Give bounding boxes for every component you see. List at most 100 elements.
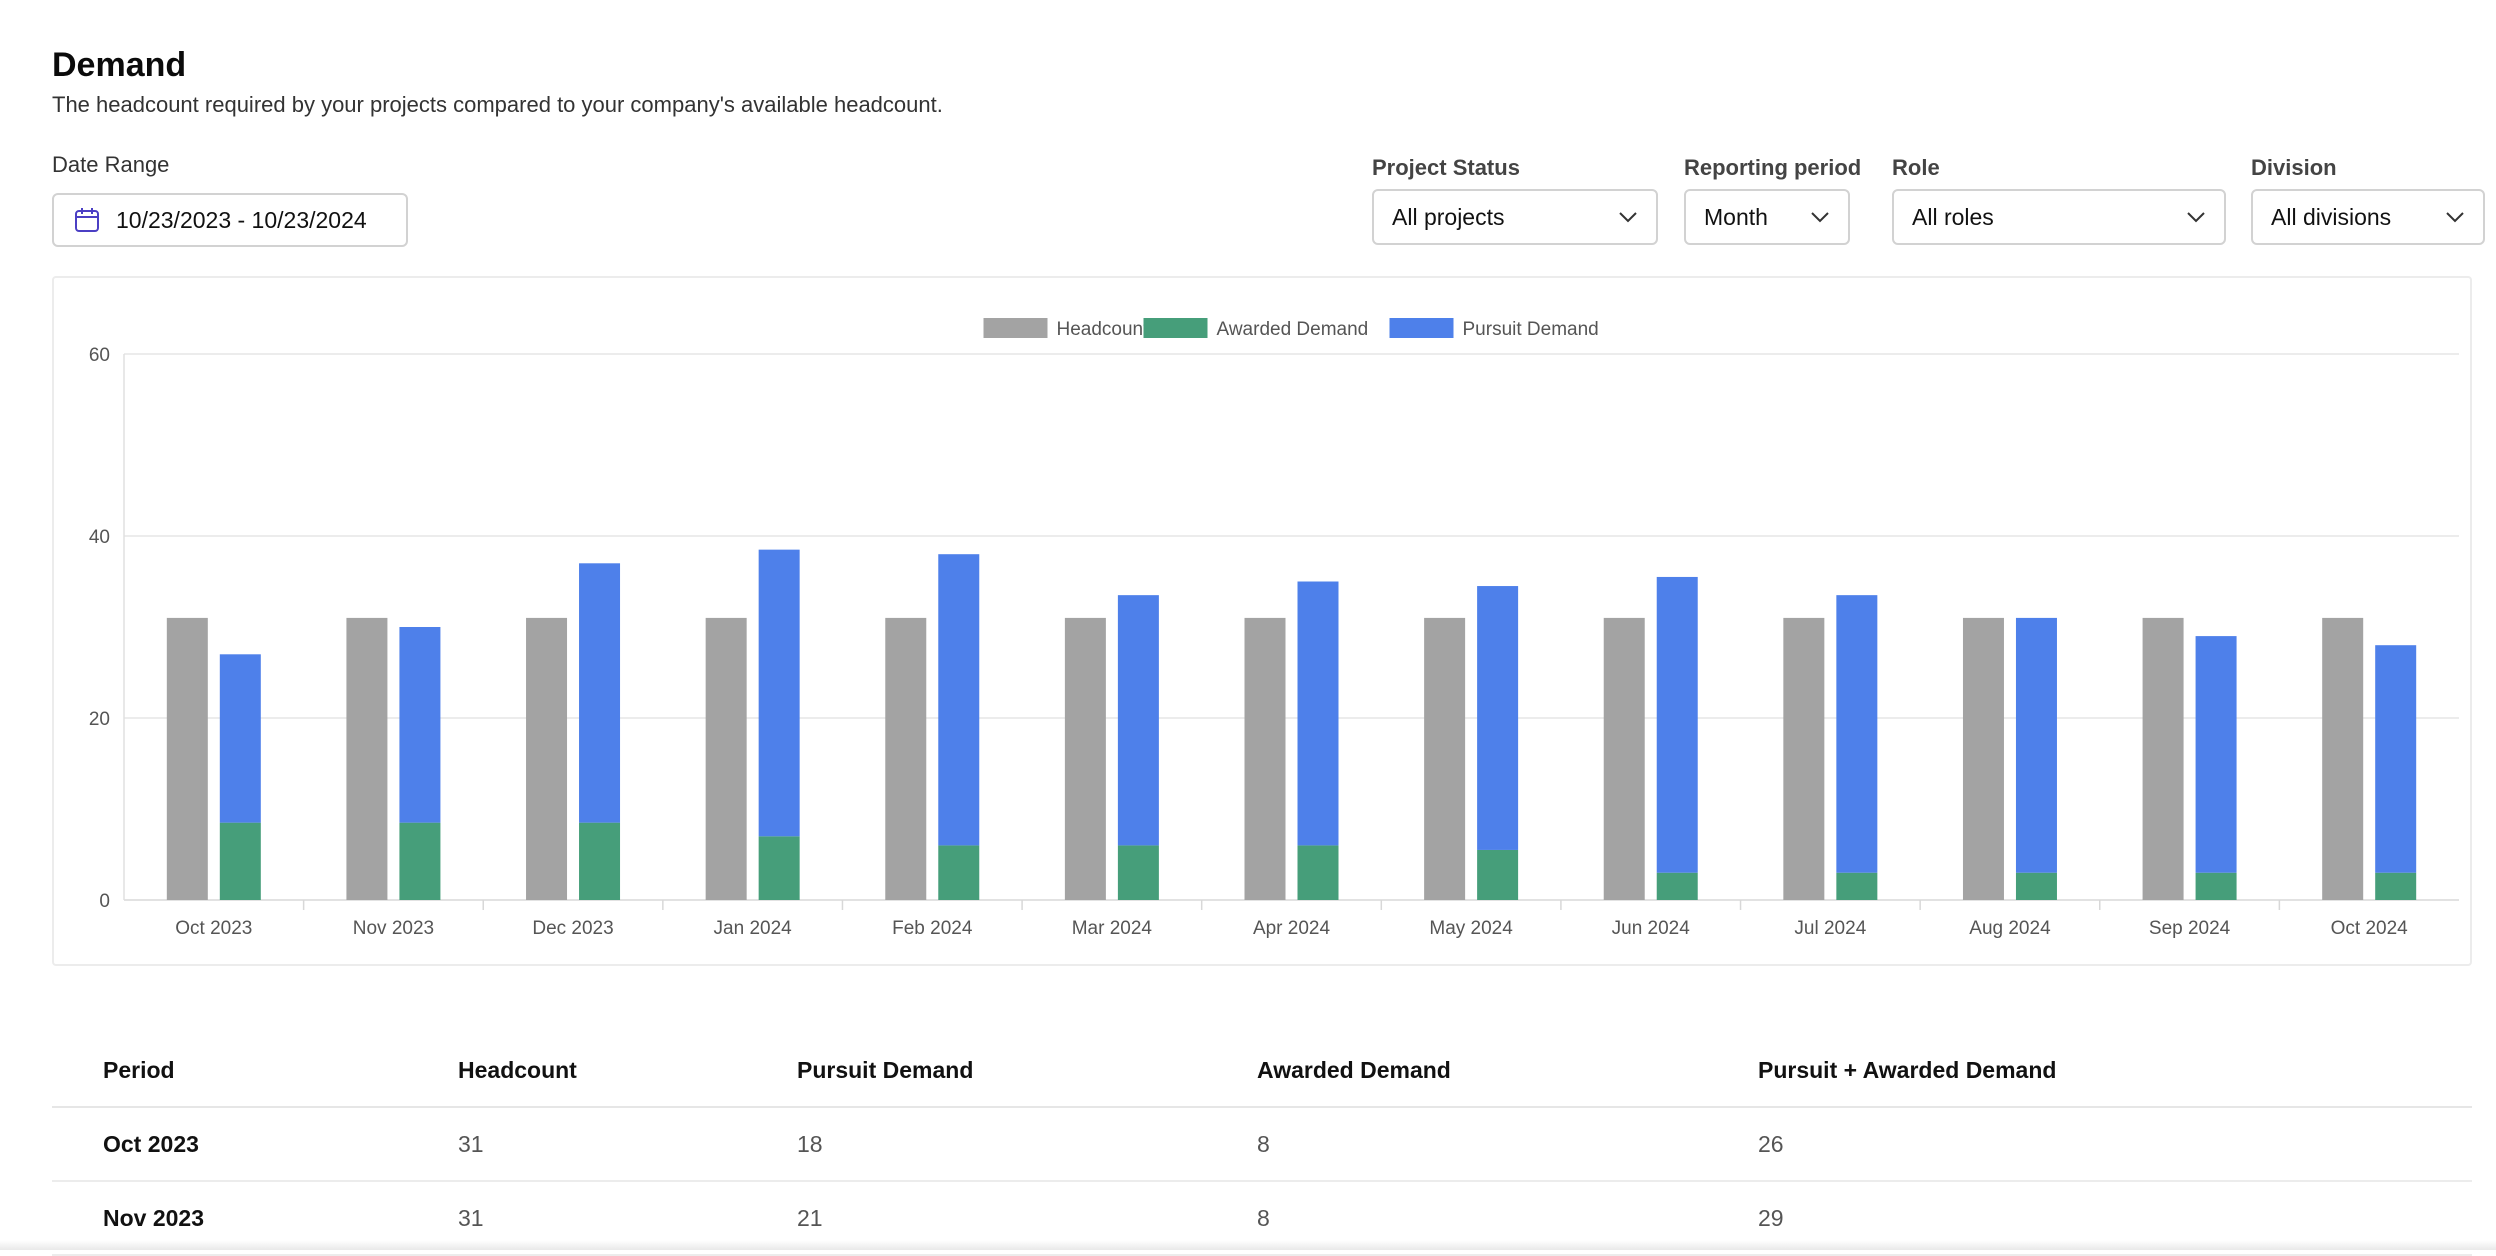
chevron-down-icon: [2446, 212, 2464, 223]
headcount-bar: [1962, 617, 2004, 900]
role-value: All roles: [1912, 203, 1994, 230]
headcount-bar: [1244, 617, 1286, 900]
pursuit-demand-bar: [1117, 595, 1159, 846]
pursuit-demand-bar: [1477, 586, 1519, 850]
x-tick-label: Oct 2024: [2331, 918, 2409, 939]
awarded-demand-bar: [2015, 872, 2057, 900]
date-range-label: Date Range: [52, 152, 170, 177]
awarded-demand-bar: [2195, 872, 2237, 900]
x-tick-label: Dec 2023: [532, 918, 613, 939]
project-status-label: Project Status: [1372, 155, 1520, 180]
legend-label: Pursuit Demand: [1463, 319, 1599, 340]
awarded-demand-bar: [1836, 872, 1878, 900]
column-header-total-demand: Pursuit + Awarded Demand: [1758, 1057, 2057, 1083]
headcount-bar: [166, 617, 208, 900]
headcount-bar: [2322, 617, 2364, 900]
x-tick-label: Jun 2024: [1612, 918, 1691, 939]
pursuit-demand-bar: [1836, 595, 1878, 873]
date-range-value: 10/23/2023 - 10/23/2024: [116, 206, 367, 233]
pursuit-demand-bar: [219, 654, 261, 823]
cell-awarded-demand: 8: [1257, 1131, 1270, 1157]
headcount-bar: [346, 617, 388, 900]
pursuit-demand-bar: [938, 554, 980, 846]
scroll-shadow: [0, 1240, 2496, 1250]
headcount-bar: [1603, 617, 1645, 900]
table-header: Period Headcount Pursuit Demand Awarded …: [52, 1034, 2472, 1108]
y-tick-label: 40: [89, 527, 110, 548]
pursuit-demand-bar: [1297, 581, 1339, 846]
awarded-demand-bar: [758, 836, 800, 900]
cell-awarded-demand: 8: [1257, 1205, 1270, 1231]
legend-label: Headcount: [1057, 319, 1150, 340]
cell-pursuit-demand: 18: [797, 1131, 823, 1157]
column-header-period: Period: [103, 1057, 175, 1083]
demand-chart: 0 20 40 60 Oct 2023 Nov 2023 Dec 2023 Jan 2024 F…: [52, 276, 2472, 966]
x-tick-label: Sep 2024: [2149, 918, 2231, 939]
page-title: Demand: [52, 46, 187, 84]
column-header-pursuit-demand: Pursuit Demand: [797, 1057, 974, 1083]
date-range-picker[interactable]: 10/23/2023 - 10/23/2024: [52, 193, 408, 247]
cell-period: Nov 2023: [103, 1205, 205, 1231]
column-header-awarded-demand: Awarded Demand: [1257, 1057, 1451, 1083]
headcount-bar: [1424, 617, 1466, 900]
pursuit-demand-bar: [1656, 576, 1698, 873]
division-select[interactable]: All divisions: [2251, 189, 2485, 245]
chevron-down-icon: [1619, 212, 1637, 223]
y-tick-label: 60: [89, 345, 110, 366]
pursuit-demand-bar: [2375, 645, 2417, 873]
demand-table: Period Headcount Pursuit Demand Awarded …: [52, 1034, 2472, 1256]
legend-label: Awarded Demand: [1217, 319, 1369, 340]
x-tick-label: Jan 2024: [714, 918, 793, 939]
awarded-demand-bar: [1117, 845, 1159, 900]
headcount-bar: [885, 617, 927, 900]
legend-swatch: [1143, 318, 1208, 338]
cell-headcount: 31: [458, 1205, 484, 1231]
column-header-headcount: Headcount: [458, 1057, 577, 1083]
chevron-down-icon: [2187, 212, 2205, 223]
y-tick-label: 0: [99, 891, 110, 912]
pursuit-demand-bar: [399, 627, 441, 823]
pursuit-demand-bar: [2195, 636, 2237, 873]
project-status-value: All projects: [1392, 203, 1505, 230]
table-row[interactable]: Oct 2023 31 18 8 26: [52, 1108, 2472, 1182]
pursuit-demand-bar: [758, 549, 800, 837]
cell-total-demand: 26: [1758, 1131, 1784, 1157]
x-tick-label: Jul 2024: [1794, 918, 1866, 939]
x-tick-label: Aug 2024: [1969, 918, 2051, 939]
x-tick-label: Oct 2023: [175, 918, 252, 939]
headcount-bar: [705, 617, 747, 900]
x-tick-label: Feb 2024: [892, 918, 973, 939]
legend-swatch: [1389, 318, 1454, 338]
cell-headcount: 31: [458, 1131, 484, 1157]
y-tick-label: 20: [89, 709, 110, 730]
legend-swatch: [983, 318, 1048, 338]
awarded-demand-bar: [579, 822, 621, 900]
demand-chart-svg: 0 20 40 60 Oct 2023 Nov 2023 Dec 2023 Jan 2024 F…: [89, 318, 2459, 939]
role-select[interactable]: All roles: [1892, 189, 2226, 245]
x-tick-label: Apr 2024: [1253, 918, 1331, 939]
pursuit-demand-bar: [579, 563, 621, 823]
awarded-demand-bar: [219, 822, 261, 900]
project-status-select[interactable]: All projects: [1372, 189, 1658, 245]
headcount-bar: [1064, 617, 1106, 900]
cell-period: Oct 2023: [103, 1131, 199, 1157]
x-tick-label: May 2024: [1429, 918, 1513, 939]
reporting-period-label: Reporting period: [1684, 155, 1862, 180]
x-tick-label: Mar 2024: [1072, 918, 1153, 939]
x-tick-label: Nov 2023: [353, 918, 434, 939]
awarded-demand-bar: [938, 845, 980, 900]
headcount-bar: [2142, 617, 2184, 900]
awarded-demand-bar: [2375, 872, 2417, 900]
calendar-icon: [75, 208, 99, 232]
reporting-period-value: Month: [1704, 203, 1768, 230]
headcount-bar: [1783, 617, 1825, 900]
pursuit-demand-bar: [2015, 617, 2057, 873]
chevron-down-icon: [1811, 212, 1829, 223]
page-subtitle: The headcount required by your projects …: [52, 92, 943, 117]
reporting-period-select[interactable]: Month: [1684, 189, 1850, 245]
division-value: All divisions: [2271, 203, 2392, 230]
awarded-demand-bar: [1477, 849, 1519, 900]
headcount-bar: [526, 617, 568, 900]
cell-pursuit-demand: 21: [797, 1205, 823, 1231]
awarded-demand-bar: [1297, 845, 1339, 900]
